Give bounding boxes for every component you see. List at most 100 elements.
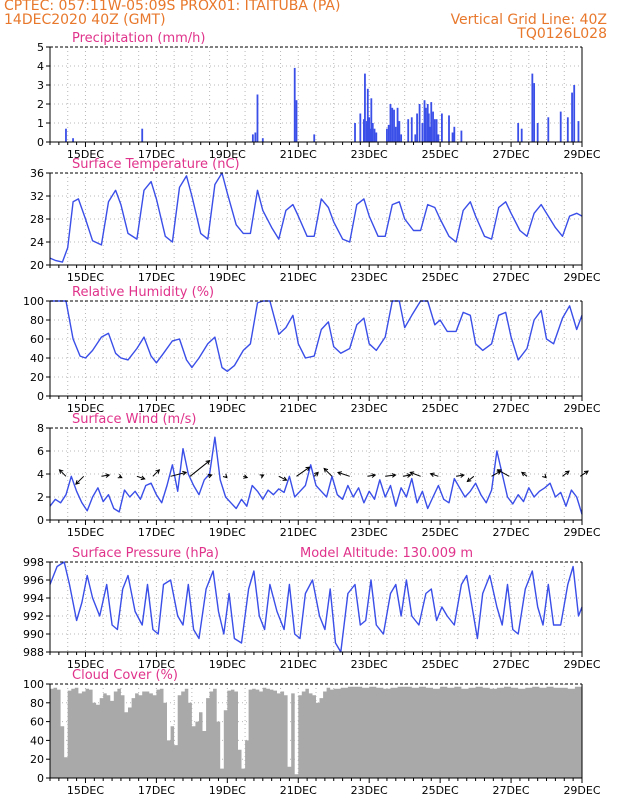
wind-arrow-head xyxy=(337,471,343,476)
panel-title: Surface Pressure (hPa) xyxy=(72,546,219,561)
x-tick-label: 23DEC xyxy=(351,784,388,797)
x-tick-label: 17DEC xyxy=(138,402,175,415)
x-tick-label: 29DEC xyxy=(563,271,600,284)
y-tick-label: 996 xyxy=(23,574,44,587)
precip-bar xyxy=(559,111,562,142)
precip-bar xyxy=(418,104,421,142)
y-tick-label: 4 xyxy=(37,60,44,73)
panel-3: 0 20 40 60 80 100 15DEC 17DEC 19DEC 21DEC 23DEC 25D… xyxy=(23,285,601,415)
wind-arrow-head xyxy=(207,473,213,479)
x-tick-label: 27DEC xyxy=(493,402,530,415)
wind-arrow-head xyxy=(105,473,111,478)
precip-bar xyxy=(435,119,438,142)
precip-bar xyxy=(571,92,573,142)
precip-bar xyxy=(531,73,534,142)
x-tick-label: 29DEC xyxy=(563,526,600,539)
precip-bar xyxy=(416,113,418,142)
y-tick-label: 4 xyxy=(37,468,44,481)
precip-bar xyxy=(389,104,392,142)
y-tick-label: 100 xyxy=(23,678,44,691)
series-line-relative-humidity xyxy=(50,300,583,372)
x-tick-label: 17DEC xyxy=(138,658,175,671)
header-date: 14DEC2020 40Z (GMT) xyxy=(4,12,166,28)
precip-bar xyxy=(293,67,296,142)
x-tick-label: 25DEC xyxy=(422,402,459,415)
precip-bar xyxy=(533,83,536,142)
precip-bar xyxy=(295,100,298,142)
x-tick-label: 15DEC xyxy=(67,271,104,284)
x-tick-label: 25DEC xyxy=(422,784,459,797)
x-tick-label: 19DEC xyxy=(209,526,246,539)
series-line-surface-wind-m-s xyxy=(49,436,583,515)
precip-bar xyxy=(448,115,450,142)
wind-arrow xyxy=(170,471,187,477)
precip-bar xyxy=(364,73,366,142)
header-line1: CPTEC: 057:11W-05:09S PROX01: ITAITUBA (… xyxy=(4,0,341,14)
precip-bar xyxy=(370,98,373,142)
y-tick-label: 994 xyxy=(23,592,44,605)
y-tick-label: 0 xyxy=(37,390,44,403)
precip-bar xyxy=(453,126,456,142)
y-tick-label: 3 xyxy=(37,79,44,92)
x-tick-label: 29DEC xyxy=(563,784,600,797)
y-tick-label: 100 xyxy=(23,295,44,308)
wind-arrow-head xyxy=(182,470,188,476)
precip-bar xyxy=(386,128,388,142)
x-tick-label: 27DEC xyxy=(493,658,530,671)
x-tick-label: 21DEC xyxy=(280,271,317,284)
wind-arrow xyxy=(467,475,475,482)
precip-bar xyxy=(261,138,264,142)
x-tick-label: 23DEC xyxy=(351,148,388,161)
x-tick-label: 21DEC xyxy=(280,658,317,671)
wind-arrow-head xyxy=(564,470,570,475)
x-tick-label: 27DEC xyxy=(493,784,530,797)
panel-5: 988 990 992 994 996 998 15DEC 17DEC 19DEC 21DEC 23… xyxy=(23,546,601,671)
precip-bar xyxy=(430,102,433,142)
wind-arrow xyxy=(136,475,145,480)
y-tick-label: 32 xyxy=(30,190,44,203)
y-tick-label: 80 xyxy=(30,697,44,710)
y-tick-label: 2 xyxy=(37,491,44,504)
precip-bar xyxy=(433,119,436,142)
wind-arrow xyxy=(521,471,528,477)
precip-bar xyxy=(536,123,539,142)
y-tick-label: 8 xyxy=(37,422,44,435)
y-tick-label: 40 xyxy=(30,734,44,747)
wind-arrow-head xyxy=(371,473,377,478)
wind-arrow-head xyxy=(323,467,329,473)
x-tick-label: 29DEC xyxy=(563,148,600,161)
y-tick-label: 998 xyxy=(23,556,44,569)
panel-title: Surface Temperature (nC) xyxy=(72,157,240,172)
precip-bar xyxy=(398,121,401,142)
precip-bar xyxy=(375,132,378,142)
precip-bar xyxy=(573,85,576,142)
panel-6: 0 20 40 60 80 100 15DEC 17DEC 19DEC 21DEC 23DEC 25D… xyxy=(23,668,601,797)
precip-bar xyxy=(441,113,443,142)
wind-arrow-head xyxy=(205,460,211,465)
precip-bar xyxy=(437,134,440,142)
precip-bar xyxy=(394,126,397,142)
wind-arrow-head xyxy=(429,472,435,477)
x-tick-label: 19DEC xyxy=(209,784,246,797)
precip-bar xyxy=(396,107,399,142)
x-tick-label: 25DEC xyxy=(422,148,459,161)
precip-bar xyxy=(362,119,365,142)
x-tick-label: 29DEC xyxy=(563,402,600,415)
y-tick-label: 988 xyxy=(23,646,44,659)
wind-arrow xyxy=(410,471,421,477)
wind-arrow-head xyxy=(520,471,526,477)
wind-arrow xyxy=(562,470,570,477)
x-tick-label: 15DEC xyxy=(67,526,104,539)
x-tick-label: 23DEC xyxy=(351,402,388,415)
x-tick-label: 29DEC xyxy=(563,658,600,671)
panel-1: 0 1 2 3 4 5 15DEC 17DEC 19DEC 21DEC 23DEC 25DEC 27DE… xyxy=(37,31,601,161)
wind-arrow xyxy=(59,469,67,477)
x-tick-label: 17DEC xyxy=(138,784,175,797)
wind-arrow-head xyxy=(466,477,472,483)
header-model-code: TQ0126L028 xyxy=(517,26,607,42)
precip-bar xyxy=(414,134,417,142)
precip-bar xyxy=(254,132,257,142)
precip-bar xyxy=(566,117,569,142)
precip-bar xyxy=(365,121,368,142)
